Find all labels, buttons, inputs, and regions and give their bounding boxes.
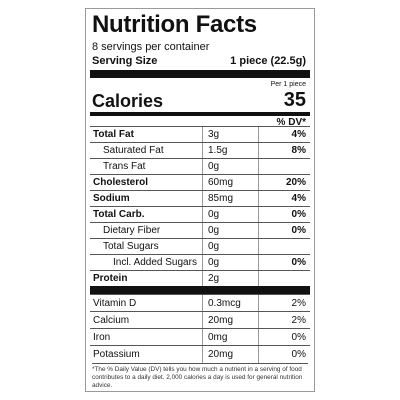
divider xyxy=(258,239,259,255)
divider xyxy=(202,295,203,312)
divider xyxy=(258,207,259,223)
title: Nutrition Facts xyxy=(92,11,257,38)
nutrient-name: Iron xyxy=(93,332,111,343)
amount: 3g xyxy=(208,129,220,140)
amount: 85mg xyxy=(208,193,234,204)
row: Total Sugars 0g xyxy=(90,238,310,255)
divider xyxy=(202,346,203,363)
amount: 60mg xyxy=(208,177,234,188)
nutrient-name: Total Sugars xyxy=(103,241,159,252)
divider xyxy=(202,223,203,239)
daily-value: 8% xyxy=(291,145,306,156)
nutrient-name: Incl. Added Sugars xyxy=(113,257,197,268)
amount: 0g xyxy=(208,257,220,268)
nutrient-name: Saturated Fat xyxy=(103,145,164,156)
thick-rule xyxy=(90,286,310,294)
row: Potassium 20mg 0% xyxy=(90,345,310,363)
daily-value: 2% xyxy=(291,315,306,326)
nutrient-name: Protein xyxy=(93,273,128,284)
daily-value: 20% xyxy=(285,177,306,188)
serving-size-label: Serving Size xyxy=(92,55,158,67)
divider xyxy=(202,207,203,223)
amount: 20mg xyxy=(208,349,234,360)
row: Iron 0mg 0% xyxy=(90,328,310,346)
amount: 0g xyxy=(208,209,220,220)
serving-size-value: 1 piece (22.5g) xyxy=(230,55,306,67)
nutrient-name: Calcium xyxy=(93,315,130,326)
amount: 1.5g xyxy=(208,145,228,156)
thick-rule xyxy=(90,70,310,78)
amount: 0g xyxy=(208,161,220,172)
daily-value: 0% xyxy=(291,257,306,268)
divider xyxy=(258,255,259,271)
row: Calcium 20mg 2% xyxy=(90,311,310,329)
dv-header: % DV* xyxy=(276,117,306,128)
amount: 20mg xyxy=(208,315,234,326)
daily-value: 4% xyxy=(291,129,306,140)
nutrient-name: Cholesterol xyxy=(93,177,149,188)
daily-value: 0% xyxy=(291,209,306,220)
divider xyxy=(258,346,259,363)
nutrition-label: Nutrition Facts 8 servings per container… xyxy=(85,8,315,392)
calories-value: 35 xyxy=(283,89,306,111)
nutrient-name: Total Carb. xyxy=(93,209,145,220)
daily-value: 0% xyxy=(291,349,306,360)
amount: 0g xyxy=(208,241,220,252)
daily-value: 4% xyxy=(291,193,306,204)
row: Incl. Added Sugars 0g 0% xyxy=(90,254,310,271)
nutrient-name: Vitamin D xyxy=(93,298,137,309)
divider xyxy=(258,312,259,329)
divider xyxy=(202,159,203,175)
amount: 2g xyxy=(208,273,220,284)
divider xyxy=(202,255,203,271)
divider xyxy=(258,143,259,159)
divider xyxy=(202,191,203,207)
divider xyxy=(258,159,259,175)
row: Total Carb. 0g 0% xyxy=(90,206,310,223)
row: Cholesterol 60mg 20% xyxy=(90,174,310,191)
daily-value: 0% xyxy=(291,225,306,236)
row: Trans Fat 0g xyxy=(90,158,310,175)
divider xyxy=(258,271,259,287)
divider xyxy=(202,143,203,159)
row: Saturated Fat 1.5g 8% xyxy=(90,142,310,159)
nutrient-name: Total Fat xyxy=(93,129,134,140)
row: Vitamin D 0.3mcg 2% xyxy=(90,294,310,312)
nutrient-name: Dietary Fiber xyxy=(103,225,161,236)
row: Dietary Fiber 0g 0% xyxy=(90,222,310,239)
nutrient-name: Sodium xyxy=(93,193,130,204)
row: Protein 2g xyxy=(90,270,310,287)
daily-value: 2% xyxy=(291,298,306,309)
daily-value: 0% xyxy=(291,332,306,343)
divider xyxy=(202,312,203,329)
row: Total Fat 3g 4% xyxy=(90,126,310,143)
divider xyxy=(202,329,203,346)
amount: 0g xyxy=(208,225,220,236)
amount: 0mg xyxy=(208,332,228,343)
row: Sodium 85mg 4% xyxy=(90,190,310,207)
divider xyxy=(258,127,259,143)
divider xyxy=(202,127,203,143)
nutrient-name: Potassium xyxy=(93,349,140,360)
divider xyxy=(258,329,259,346)
nutrient-name: Trans Fat xyxy=(103,161,146,172)
divider xyxy=(258,223,259,239)
footnote: *The % Daily Value (DV) tells you how mu… xyxy=(92,363,308,390)
amount: 0.3mcg xyxy=(208,298,241,309)
medium-rule xyxy=(90,112,310,116)
divider xyxy=(258,175,259,191)
divider xyxy=(258,295,259,312)
divider xyxy=(202,239,203,255)
divider xyxy=(202,271,203,287)
calories-label: Calories xyxy=(92,91,164,111)
divider xyxy=(258,191,259,207)
per-label: Per 1 piece xyxy=(270,81,306,88)
servings: 8 servings per container xyxy=(92,41,210,53)
divider xyxy=(202,175,203,191)
